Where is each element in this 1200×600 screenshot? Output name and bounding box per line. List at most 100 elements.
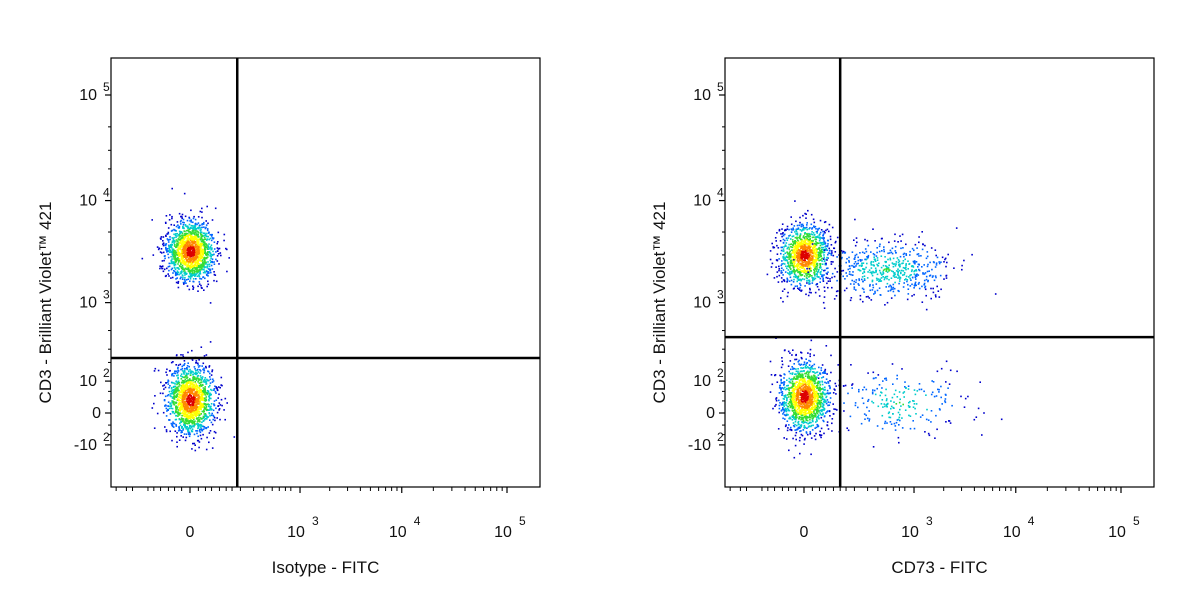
event-point bbox=[184, 391, 187, 393]
event-point bbox=[191, 266, 193, 268]
event-point bbox=[806, 269, 809, 272]
event-point bbox=[836, 279, 838, 282]
event-point bbox=[857, 268, 860, 271]
event-point bbox=[186, 237, 189, 240]
event-point bbox=[197, 391, 199, 394]
event-point bbox=[165, 248, 168, 251]
event-point bbox=[186, 239, 188, 242]
event-point bbox=[932, 291, 935, 294]
event-point bbox=[177, 286, 180, 289]
event-point bbox=[181, 397, 184, 399]
event-point bbox=[930, 287, 932, 290]
event-point bbox=[160, 381, 162, 384]
event-point bbox=[797, 275, 800, 278]
event-point bbox=[793, 242, 795, 244]
event-point bbox=[209, 237, 212, 240]
event-point bbox=[215, 399, 218, 401]
event-point bbox=[895, 252, 897, 254]
event-point bbox=[180, 250, 183, 252]
event-point bbox=[192, 381, 194, 384]
event-point bbox=[191, 235, 193, 238]
event-point bbox=[202, 232, 205, 234]
event-point bbox=[794, 251, 797, 253]
event-point bbox=[208, 404, 210, 406]
event-point bbox=[203, 399, 206, 402]
event-point bbox=[909, 254, 911, 256]
event-point bbox=[181, 278, 184, 280]
event-point bbox=[819, 264, 822, 266]
event-point bbox=[173, 375, 175, 377]
event-point bbox=[201, 376, 204, 378]
event-point bbox=[193, 412, 196, 414]
event-point bbox=[201, 257, 204, 259]
event-point bbox=[200, 263, 202, 266]
event-point bbox=[797, 244, 799, 246]
event-point bbox=[880, 280, 883, 282]
event-point bbox=[204, 257, 206, 260]
event-point bbox=[185, 436, 188, 439]
event-point bbox=[192, 261, 194, 263]
event-point bbox=[799, 258, 802, 261]
event-point bbox=[845, 272, 847, 274]
event-point bbox=[211, 447, 214, 449]
event-point bbox=[220, 254, 222, 257]
event-point bbox=[179, 277, 182, 280]
event-point bbox=[205, 406, 208, 408]
event-point bbox=[210, 388, 212, 391]
event-point bbox=[192, 250, 194, 252]
event-point bbox=[881, 250, 883, 252]
event-point bbox=[812, 279, 814, 282]
event-point bbox=[185, 255, 187, 257]
event-point bbox=[186, 264, 189, 266]
event-point bbox=[933, 261, 935, 264]
event-point bbox=[793, 262, 796, 265]
event-point bbox=[210, 253, 212, 256]
event-point bbox=[180, 239, 183, 242]
event-point bbox=[186, 235, 188, 238]
event-point bbox=[935, 276, 937, 279]
event-point bbox=[825, 345, 828, 347]
event-point bbox=[187, 236, 189, 238]
event-point bbox=[834, 408, 837, 411]
event-point bbox=[883, 278, 886, 281]
event-point bbox=[172, 262, 175, 264]
event-point bbox=[803, 278, 806, 281]
event-point bbox=[863, 268, 866, 270]
event-point bbox=[185, 268, 188, 270]
event-point bbox=[971, 253, 973, 256]
event-point bbox=[799, 252, 802, 254]
event-point bbox=[817, 255, 820, 257]
event-point bbox=[914, 281, 917, 284]
event-point bbox=[844, 251, 847, 254]
event-point bbox=[190, 236, 192, 238]
event-point bbox=[182, 402, 185, 405]
event-point bbox=[787, 246, 789, 249]
event-point bbox=[813, 255, 816, 258]
event-point bbox=[818, 288, 820, 291]
event-point bbox=[799, 266, 802, 268]
event-point bbox=[179, 272, 182, 275]
event-point bbox=[226, 248, 228, 251]
event-point bbox=[805, 236, 807, 238]
event-point bbox=[194, 235, 196, 237]
event-point bbox=[812, 256, 814, 259]
event-point bbox=[876, 263, 878, 266]
event-point bbox=[198, 283, 201, 285]
event-point bbox=[786, 239, 789, 241]
event-point bbox=[192, 256, 195, 258]
event-point bbox=[177, 389, 179, 391]
event-point bbox=[195, 407, 198, 409]
event-point bbox=[165, 249, 168, 251]
event-point bbox=[194, 411, 196, 413]
event-point bbox=[181, 395, 184, 397]
event-point bbox=[197, 216, 200, 218]
event-point bbox=[833, 275, 836, 278]
event-point bbox=[769, 250, 772, 252]
event-point bbox=[193, 225, 195, 227]
event-point bbox=[173, 372, 176, 374]
event-point bbox=[175, 278, 177, 280]
event-point bbox=[790, 268, 792, 270]
event-point bbox=[165, 407, 168, 410]
event-point bbox=[197, 245, 200, 248]
event-point bbox=[796, 239, 799, 242]
